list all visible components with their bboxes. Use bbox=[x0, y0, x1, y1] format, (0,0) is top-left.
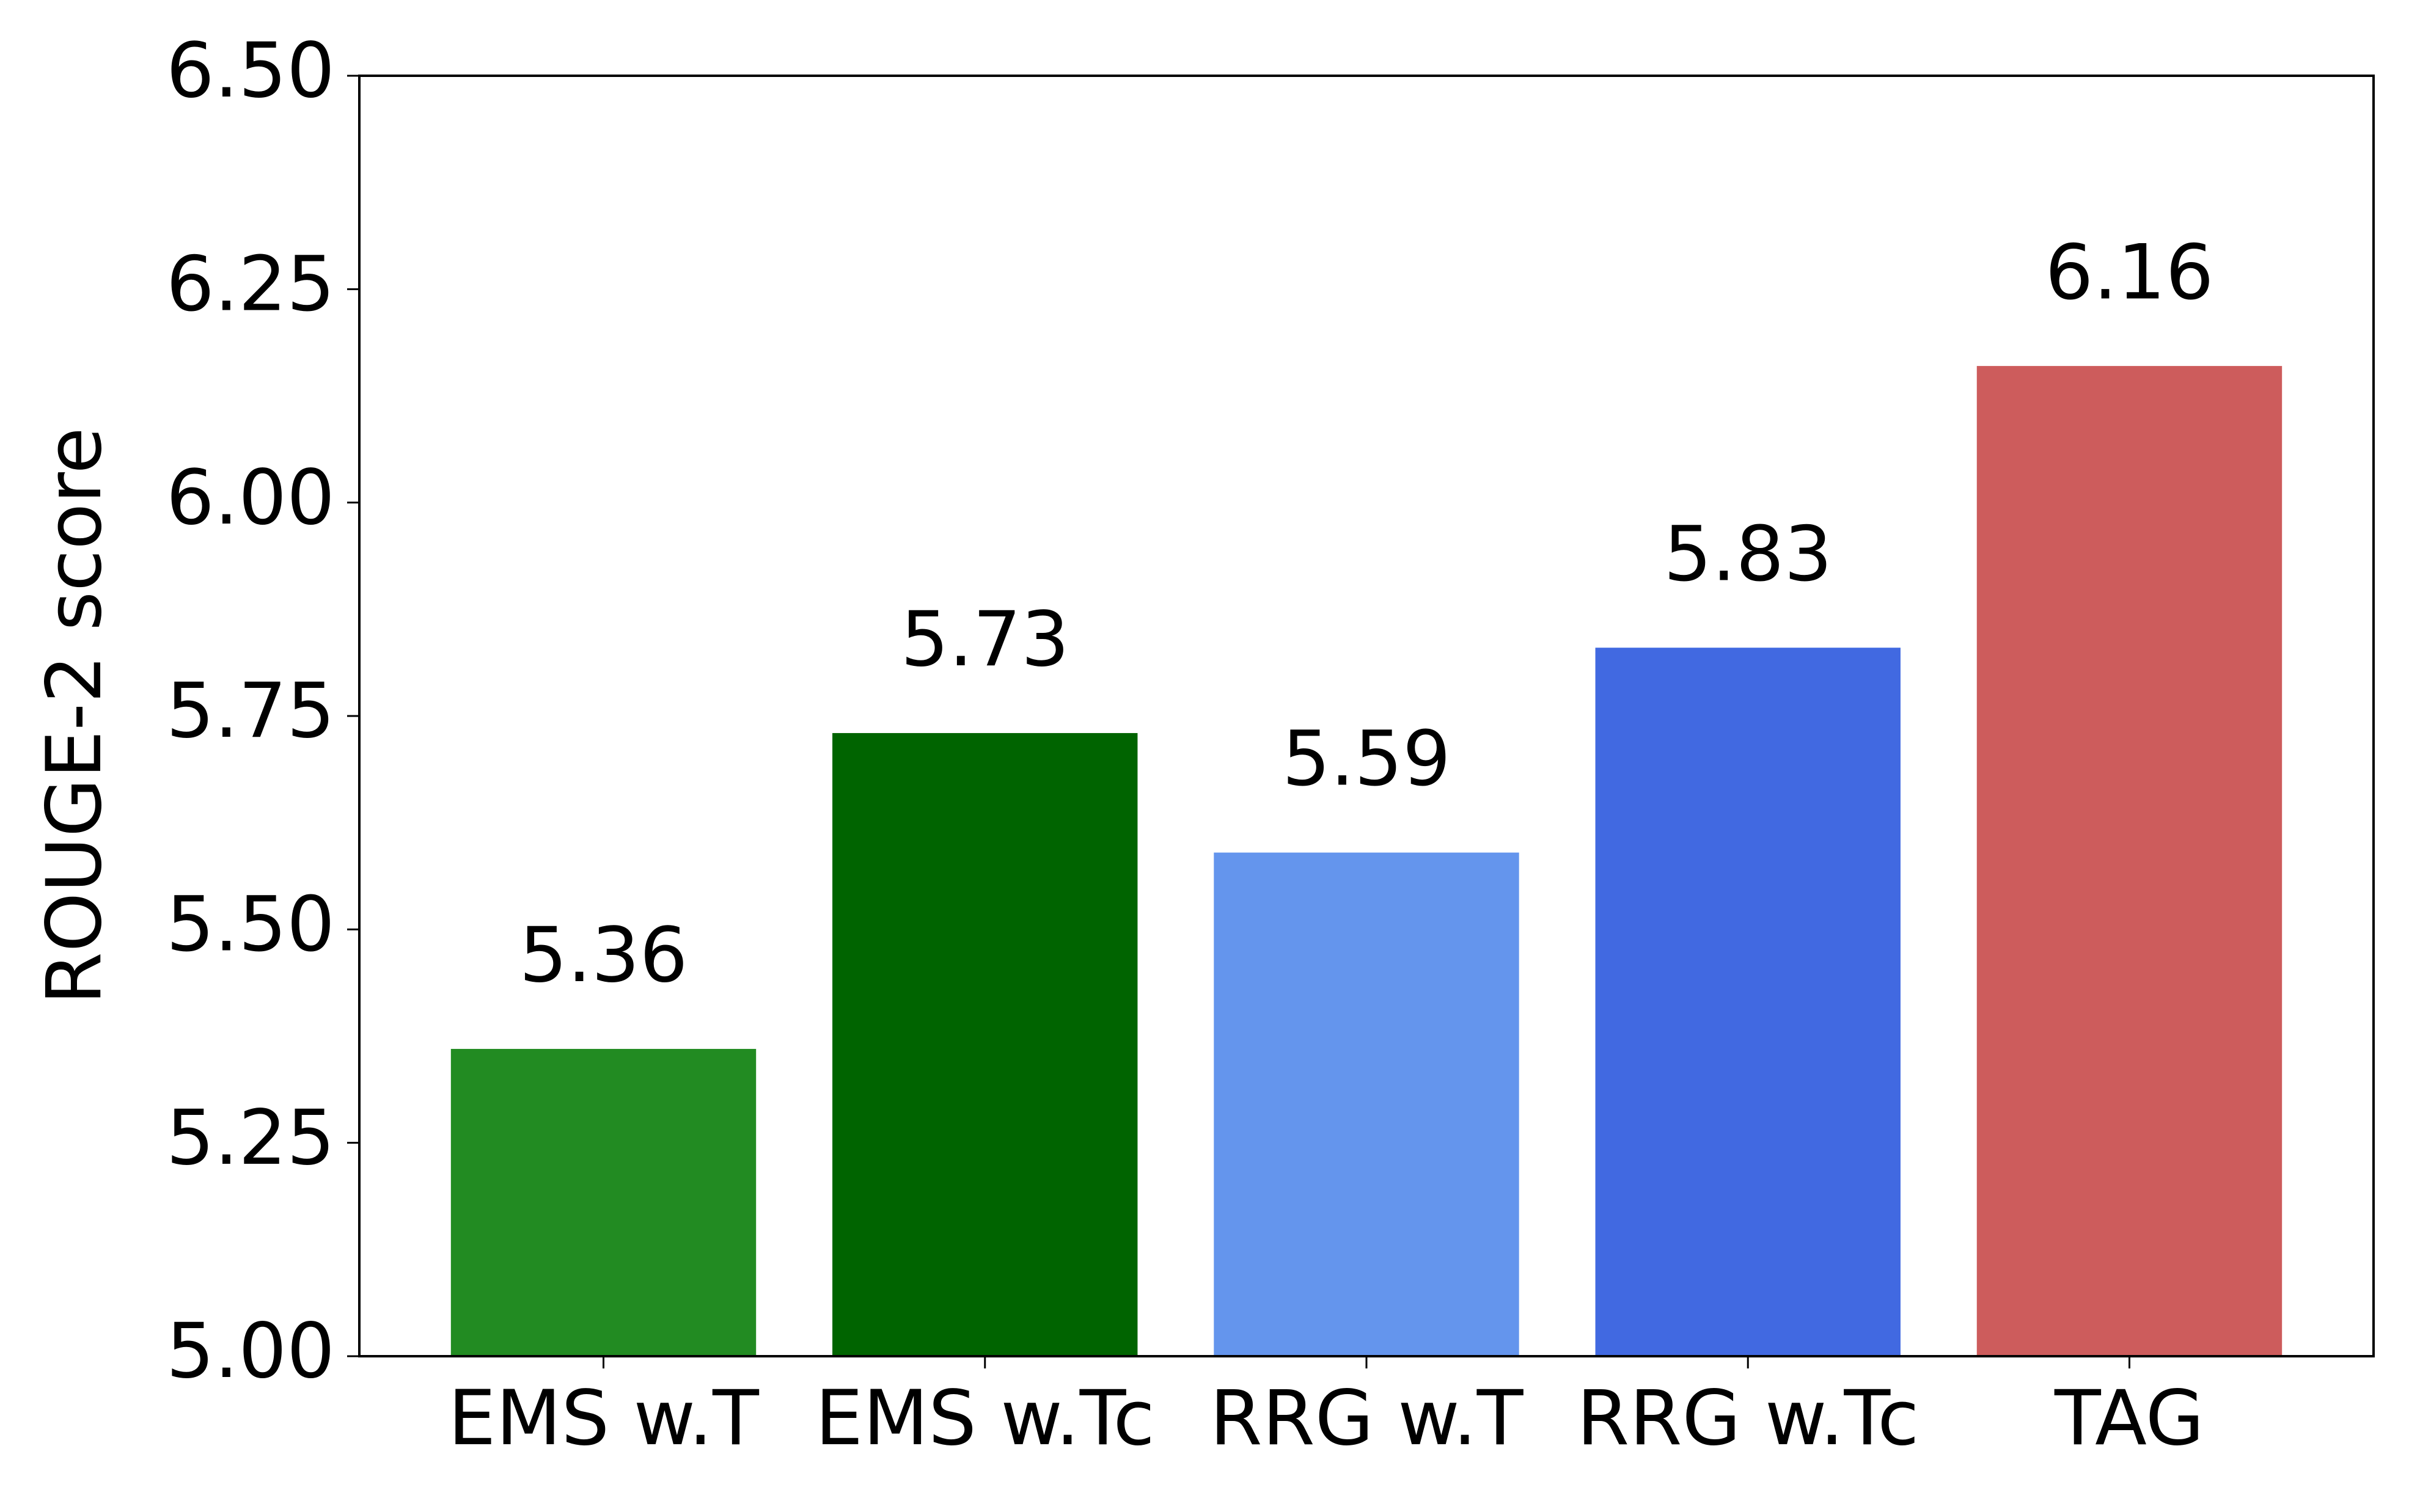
value-label: 6.16 bbox=[2045, 228, 2213, 316]
x-tick-label: EMS w.Tc bbox=[815, 1375, 1155, 1463]
value-label: 5.36 bbox=[519, 911, 688, 999]
y-tick-label: 6.25 bbox=[166, 241, 335, 329]
value-label: 5.59 bbox=[1282, 715, 1451, 803]
y-axis-label: ROUGE-2 score bbox=[31, 427, 119, 1004]
bar bbox=[1595, 648, 1901, 1356]
y-tick-label: 6.50 bbox=[166, 27, 335, 115]
value-label: 5.73 bbox=[901, 596, 1069, 684]
bar bbox=[450, 1048, 757, 1356]
y-tick-label: 5.00 bbox=[166, 1307, 335, 1395]
x-tick-label: RRG w.Tc bbox=[1577, 1375, 1919, 1463]
bar bbox=[1976, 366, 2282, 1357]
x-tick-label: RRG w.T bbox=[1209, 1375, 1524, 1463]
y-tick-label: 5.25 bbox=[166, 1094, 335, 1182]
value-label: 5.83 bbox=[1663, 510, 1832, 598]
bar bbox=[1214, 852, 1519, 1356]
y-tick-label: 6.00 bbox=[166, 454, 335, 542]
x-tick-label: TAG bbox=[2054, 1375, 2204, 1463]
x-tick-label: EMS w.T bbox=[448, 1375, 760, 1463]
bar bbox=[832, 732, 1138, 1356]
y-tick-label: 5.75 bbox=[166, 667, 335, 755]
plot-frame bbox=[358, 75, 2375, 1357]
y-tick-label: 5.50 bbox=[166, 881, 335, 969]
